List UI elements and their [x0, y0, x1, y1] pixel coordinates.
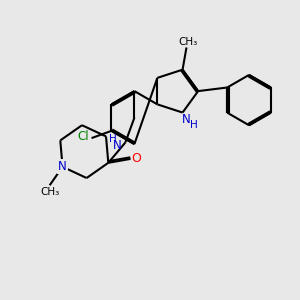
Text: H: H — [190, 120, 198, 130]
Text: N: N — [182, 113, 190, 126]
Text: N: N — [58, 160, 67, 173]
Text: O: O — [131, 152, 141, 165]
Text: N: N — [113, 139, 122, 152]
Text: CH₃: CH₃ — [40, 187, 59, 197]
Text: H: H — [109, 134, 117, 144]
Text: Cl: Cl — [77, 130, 88, 143]
Text: CH₃: CH₃ — [178, 37, 198, 47]
